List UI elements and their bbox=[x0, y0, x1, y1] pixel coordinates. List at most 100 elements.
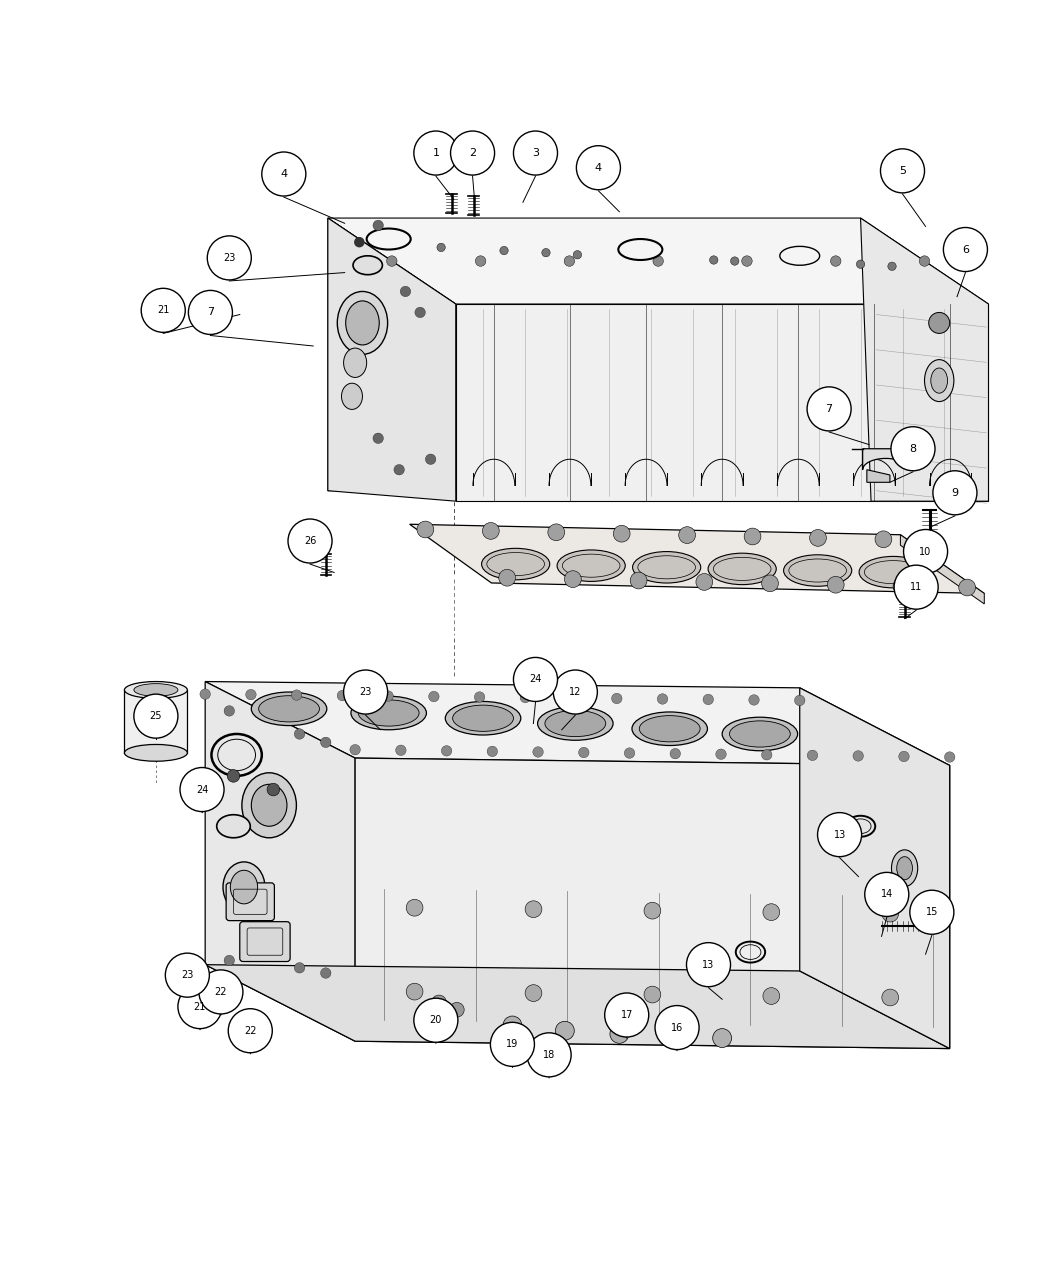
Circle shape bbox=[165, 954, 209, 997]
Ellipse shape bbox=[216, 815, 250, 838]
Circle shape bbox=[432, 994, 446, 1010]
Circle shape bbox=[394, 464, 404, 476]
Polygon shape bbox=[205, 682, 355, 1042]
Circle shape bbox=[441, 746, 452, 756]
Ellipse shape bbox=[343, 348, 366, 377]
Circle shape bbox=[761, 750, 772, 760]
Circle shape bbox=[795, 695, 805, 705]
Text: 24: 24 bbox=[529, 674, 542, 685]
Circle shape bbox=[710, 256, 718, 264]
Text: 18: 18 bbox=[543, 1049, 555, 1060]
Circle shape bbox=[246, 690, 256, 700]
Circle shape bbox=[350, 745, 360, 755]
Text: 1: 1 bbox=[433, 148, 439, 158]
Ellipse shape bbox=[345, 301, 379, 346]
Text: 3: 3 bbox=[532, 148, 539, 158]
Circle shape bbox=[611, 694, 622, 704]
Circle shape bbox=[573, 251, 582, 259]
Circle shape bbox=[224, 955, 234, 965]
Circle shape bbox=[414, 131, 458, 175]
Ellipse shape bbox=[230, 871, 257, 904]
Circle shape bbox=[605, 993, 649, 1037]
Circle shape bbox=[539, 1034, 553, 1048]
Text: 11: 11 bbox=[910, 583, 922, 592]
Circle shape bbox=[932, 470, 976, 515]
Text: 4: 4 bbox=[595, 163, 602, 172]
Circle shape bbox=[525, 984, 542, 1001]
Circle shape bbox=[555, 1021, 574, 1040]
Text: 8: 8 bbox=[909, 444, 917, 454]
Ellipse shape bbox=[545, 710, 606, 737]
Circle shape bbox=[827, 576, 844, 593]
Text: 7: 7 bbox=[207, 307, 214, 317]
Text: 21: 21 bbox=[158, 305, 169, 315]
Circle shape bbox=[894, 578, 910, 594]
Circle shape bbox=[744, 528, 761, 544]
Circle shape bbox=[625, 748, 635, 759]
Circle shape bbox=[704, 694, 714, 705]
Circle shape bbox=[891, 427, 934, 470]
Circle shape bbox=[476, 256, 486, 266]
Ellipse shape bbox=[924, 360, 953, 402]
Ellipse shape bbox=[632, 711, 708, 746]
Circle shape bbox=[853, 751, 863, 761]
Circle shape bbox=[406, 899, 423, 917]
Circle shape bbox=[141, 288, 185, 333]
Text: 4: 4 bbox=[280, 170, 288, 179]
Circle shape bbox=[449, 1002, 464, 1017]
FancyBboxPatch shape bbox=[226, 882, 274, 921]
Ellipse shape bbox=[133, 683, 177, 696]
Bar bbox=[125, 690, 187, 752]
Ellipse shape bbox=[258, 696, 319, 722]
Circle shape bbox=[741, 256, 752, 266]
Ellipse shape bbox=[341, 384, 362, 409]
Circle shape bbox=[198, 970, 243, 1014]
Text: 9: 9 bbox=[951, 488, 959, 497]
Circle shape bbox=[437, 244, 445, 251]
Text: 6: 6 bbox=[962, 245, 969, 255]
Circle shape bbox=[875, 530, 891, 548]
Circle shape bbox=[450, 131, 495, 175]
Ellipse shape bbox=[353, 256, 382, 274]
Text: 13: 13 bbox=[834, 830, 845, 840]
Circle shape bbox=[425, 454, 436, 464]
Circle shape bbox=[261, 152, 306, 196]
Circle shape bbox=[630, 572, 647, 589]
Circle shape bbox=[888, 263, 897, 270]
Circle shape bbox=[749, 695, 759, 705]
Text: 10: 10 bbox=[920, 547, 931, 556]
Circle shape bbox=[188, 291, 232, 334]
Circle shape bbox=[396, 745, 406, 756]
Text: 13: 13 bbox=[702, 960, 715, 970]
Circle shape bbox=[904, 529, 947, 574]
Text: 16: 16 bbox=[671, 1023, 684, 1033]
Ellipse shape bbox=[223, 862, 265, 912]
Polygon shape bbox=[328, 218, 456, 491]
Text: 20: 20 bbox=[429, 1015, 442, 1025]
Circle shape bbox=[428, 691, 439, 701]
Circle shape bbox=[928, 312, 949, 333]
Polygon shape bbox=[328, 218, 988, 303]
Circle shape bbox=[881, 149, 924, 193]
Circle shape bbox=[487, 746, 498, 756]
Circle shape bbox=[525, 901, 542, 918]
Polygon shape bbox=[867, 469, 890, 482]
Ellipse shape bbox=[632, 552, 700, 583]
Text: 25: 25 bbox=[150, 711, 162, 722]
Circle shape bbox=[895, 565, 938, 609]
Text: 23: 23 bbox=[223, 252, 235, 263]
Polygon shape bbox=[205, 682, 949, 765]
Text: 21: 21 bbox=[194, 1002, 206, 1011]
Ellipse shape bbox=[859, 556, 927, 588]
Circle shape bbox=[899, 751, 909, 761]
Ellipse shape bbox=[891, 850, 918, 886]
Text: 12: 12 bbox=[569, 687, 582, 697]
Circle shape bbox=[576, 145, 621, 190]
Circle shape bbox=[579, 747, 589, 757]
Circle shape bbox=[687, 942, 731, 987]
Circle shape bbox=[482, 523, 499, 539]
Circle shape bbox=[678, 527, 695, 543]
Circle shape bbox=[670, 748, 680, 759]
Polygon shape bbox=[456, 303, 988, 501]
Circle shape bbox=[831, 256, 841, 266]
